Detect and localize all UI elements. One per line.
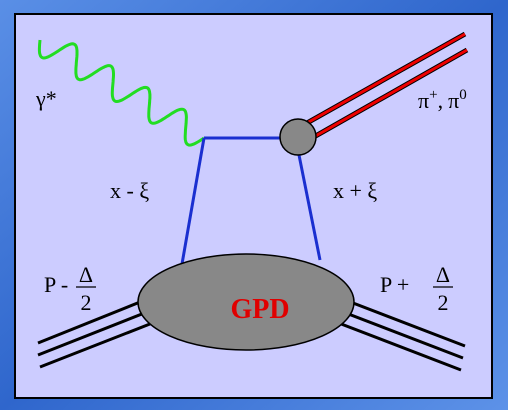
separator: , [438,88,444,113]
fraction-denominator: 2 [81,290,92,315]
meson-charge: 0 [459,87,467,103]
parton-label: x + ξ [333,178,377,203]
meson-charge: + [429,87,437,103]
fraction-denominator: 2 [438,290,449,315]
proton-label: P + [380,272,409,297]
gpd-label: GPD [230,294,289,325]
meson-name: π [418,88,429,113]
page: GPD γ* π+,π0 x - ξ x + ξ P - Δ 2 P + Δ 2… [0,0,508,410]
fraction-numerator: Δ [79,262,93,287]
fraction-numerator: Δ [436,262,450,287]
diagram: GPD γ* π+,π0 x - ξ x + ξ P - Δ 2 P + Δ 2 [0,0,508,410]
vertex-blob [280,119,316,155]
photon-label: γ* [35,86,57,111]
meson-name: π [448,88,459,113]
parton-label: x - ξ [110,178,149,203]
proton-label: P - [44,272,68,297]
